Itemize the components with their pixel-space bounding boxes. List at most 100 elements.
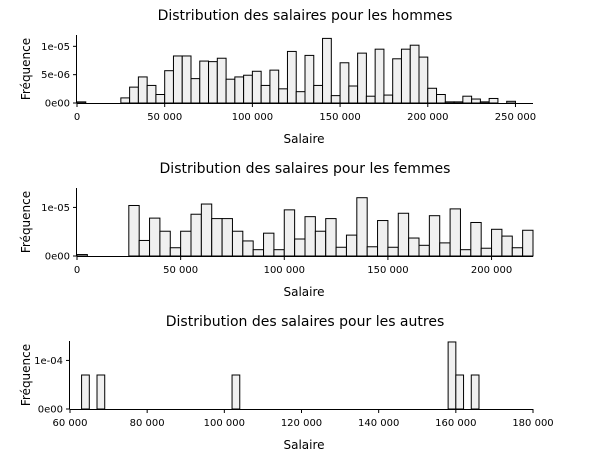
histogram-bar <box>313 84 324 104</box>
x-tick-label: 120 000 <box>281 418 322 429</box>
histogram-bar <box>427 87 438 104</box>
histogram-bar <box>128 204 140 257</box>
histogram-bar <box>216 57 227 104</box>
histogram-bar <box>164 70 174 104</box>
histogram-bar <box>251 70 262 104</box>
histogram-bar <box>322 37 332 104</box>
histogram-bar <box>208 61 218 104</box>
histogram-bar <box>366 246 379 257</box>
y-axis-label: Fréquence <box>19 344 33 406</box>
histogram-bar <box>190 213 202 257</box>
histogram-bar <box>190 78 201 104</box>
histogram-bar <box>335 246 347 257</box>
histogram-bar <box>491 228 503 257</box>
histogram-bar <box>242 240 254 257</box>
histogram-bar <box>377 220 389 257</box>
histogram-bar <box>455 374 465 410</box>
y-tick-label: 0e00 <box>38 405 63 416</box>
histogram-bar <box>96 374 106 410</box>
histogram-bar <box>304 216 316 257</box>
histogram-bar <box>146 84 157 104</box>
y-tick-label: 0e00 <box>45 99 70 110</box>
histogram-bar <box>330 95 341 104</box>
histogram-bar <box>283 209 296 257</box>
x-tick-label: 250 000 <box>495 112 536 123</box>
histogram-bar <box>129 86 139 104</box>
y-tick-label: 1e-04 <box>34 356 63 367</box>
histogram-bar <box>439 242 451 257</box>
histogram-bar <box>120 97 131 104</box>
histogram-bar <box>149 217 161 257</box>
histogram-bar <box>479 101 490 104</box>
histogram-bar <box>199 60 210 104</box>
histogram-bar <box>138 239 151 257</box>
x-tick-label: 100 000 <box>204 418 245 429</box>
y-tick-label: 5e-06 <box>41 70 70 81</box>
chart-title: Distribution des salaires pour les femme… <box>160 161 451 177</box>
x-axis-label: Salaire <box>283 285 324 299</box>
histogram-bar <box>418 56 429 104</box>
histogram-bar <box>409 44 420 104</box>
histogram-bar <box>172 55 183 104</box>
histogram-bar <box>252 249 265 257</box>
histogram-bar <box>314 230 327 257</box>
x-tick-label: 50 000 <box>163 265 198 276</box>
x-tick-label: 0 <box>74 112 80 123</box>
x-tick-label: 180 000 <box>512 418 553 429</box>
histogram-bar <box>501 235 513 257</box>
histogram-bar <box>304 54 315 104</box>
histogram-bar <box>488 97 499 104</box>
y-tick-label: 1e-05 <box>41 42 70 53</box>
histogram-bar <box>453 101 464 104</box>
histogram-bar <box>470 374 480 410</box>
y-axis-label: Fréquence <box>19 38 33 100</box>
histogram-bar <box>436 94 446 104</box>
histogram-bar <box>447 341 457 410</box>
histogram-bar <box>471 98 481 104</box>
histogram-bar <box>511 247 524 257</box>
histogram-bar <box>159 230 171 257</box>
x-tick-label: 150 000 <box>367 265 408 276</box>
histogram-bar <box>295 91 306 104</box>
histogram-bar <box>374 48 385 104</box>
histogram-bar <box>356 197 368 257</box>
x-axis-label: Salaire <box>283 438 324 452</box>
histogram-bar <box>418 244 430 257</box>
histogram-bar <box>444 101 455 104</box>
chart-panel-2: 0 50 000 100 000 150 000 200 000 0e00 1e-05 Dis… <box>19 161 534 299</box>
x-tick-label: 150 000 <box>319 112 360 123</box>
x-tick-label: 100 000 <box>264 265 305 276</box>
histogram-bar <box>470 221 482 257</box>
histogram-bar <box>428 215 441 257</box>
chart-title: Distribution des salaires pour les autre… <box>166 314 444 330</box>
histogram-bar <box>480 247 493 257</box>
histogram-bar <box>260 84 271 104</box>
histogram-bar <box>169 247 182 257</box>
histogram-bar <box>348 85 359 104</box>
histogram-bar <box>200 203 213 257</box>
x-tick-label: 200 000 <box>407 112 448 123</box>
histogram-bar <box>269 69 280 104</box>
histogram-bar <box>221 218 233 257</box>
histogram-bar <box>263 232 275 257</box>
histogram-bar <box>181 55 192 104</box>
histogram-bar <box>400 48 411 104</box>
histogram-bar <box>180 230 192 257</box>
x-tick-label: 0 <box>74 265 80 276</box>
histogram-bar <box>234 76 245 104</box>
histogram-bar <box>459 249 472 257</box>
x-tick-label: 50 000 <box>147 112 182 123</box>
histogram-bar <box>81 374 90 410</box>
histogram-bar <box>392 58 402 104</box>
histogram-bar <box>225 78 236 104</box>
x-axis-label: Salaire <box>283 132 324 146</box>
histogram-bar <box>383 94 394 104</box>
x-tick-label: 60 000 <box>53 418 88 429</box>
histogram-bar <box>345 234 358 257</box>
histogram-bar <box>278 88 288 104</box>
x-tick-label: 140 000 <box>358 418 399 429</box>
histogram-bar <box>286 50 297 104</box>
histogram-bar <box>387 246 399 257</box>
histogram-bar <box>155 94 166 104</box>
